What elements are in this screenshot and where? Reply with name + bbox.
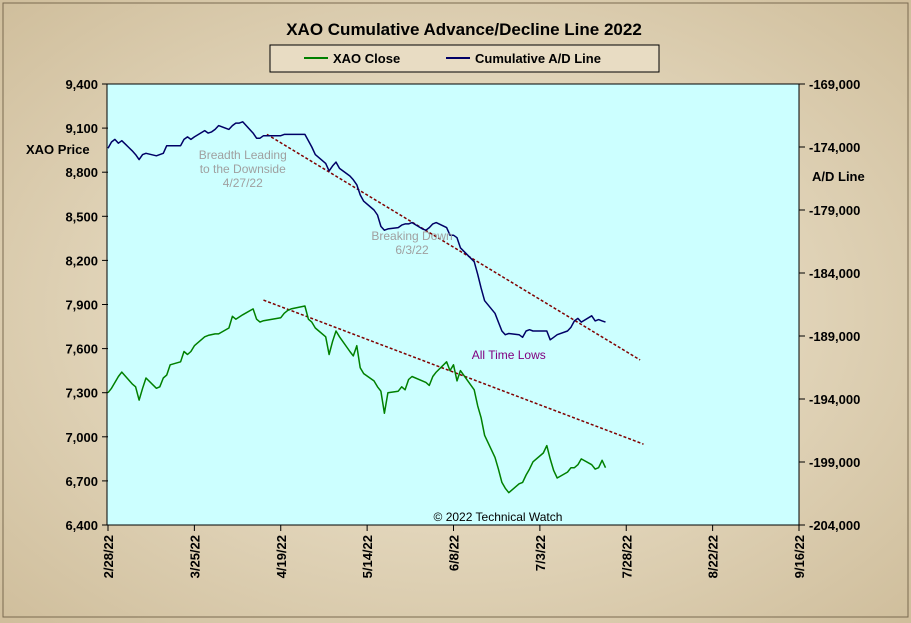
y-right-tick-label: -184,000 [809,266,860,281]
annotation-text: All Time Lows [472,348,546,362]
y-right-tick-label: -169,000 [809,77,860,92]
y-axis-left: 6,400 6,700 7,000 7,300 7,600 7,900 8,200 8,500… [65,77,108,533]
y-left-tick-label: 8,500 [65,209,98,224]
annotation-text: Breaking Down [371,229,452,243]
y-left-tick-label: 7,000 [65,430,98,445]
y-right-tick-label: -199,000 [809,455,860,470]
annotation-text: Breadth Leading [199,148,287,162]
y-axis-right-label: A/D Line [812,169,865,184]
y-left-tick-label: 7,900 [65,298,98,313]
y-right-tick-label: -194,000 [809,392,860,407]
y-left-tick-label: 9,400 [65,77,98,92]
plot-area [106,83,800,526]
x-tick-label: 5/14/22 [360,535,375,578]
x-tick-label: 2/28/22 [101,535,116,578]
x-tick-label: 8/22/22 [706,535,721,578]
y-right-tick-label: -204,000 [809,518,860,533]
series-line-xao-close [107,305,607,494]
x-tick-label: 7/28/22 [619,535,634,578]
y-right-tick-label: -179,000 [809,203,860,218]
x-tick-label: 9/16/22 [792,535,807,578]
series-group [107,121,607,494]
y-right-tick-label: -189,000 [809,329,860,344]
y-right-tick-label: -174,000 [809,140,860,155]
x-tick-label: 7/3/22 [533,535,548,571]
x-tick-label: 6/8/22 [447,535,462,571]
legend-label-xao: XAO Close [333,51,400,66]
y-axis-right: -204,000 -199,000 -194,000 -189,000 -184,000… [799,77,860,533]
y-left-tick-label: 7,300 [65,386,98,401]
trend-line [266,133,641,361]
y-axis-left-label: XAO Price [26,142,90,157]
y-left-tick-label: 8,200 [65,253,98,268]
chart-title: XAO Cumulative Advance/Decline Line 2022 [286,20,642,39]
y-left-tick-label: 7,600 [65,342,98,357]
x-tick-label: 3/25/22 [187,535,202,578]
annotation-text: 6/3/22 [395,243,429,257]
x-tick-label: 4/19/22 [274,535,289,578]
legend-label-ad: Cumulative A/D Line [475,51,601,66]
series-line-ad [107,121,606,341]
copyright-text: © 2022 Technical Watch [434,510,563,524]
annotation-text: 4/27/22 [223,176,263,190]
x-axis: 2/28/22 3/25/22 4/19/22 5/14/22 6/8/22 7/3/22… [101,525,807,578]
y-left-tick-label: 8,800 [65,165,98,180]
trend-lines [263,133,644,445]
y-left-tick-label: 9,100 [65,121,98,136]
y-left-tick-label: 6,400 [65,518,98,533]
annotation-text: to the Downside [200,162,286,176]
y-left-tick-label: 6,700 [65,474,98,489]
trend-line [263,299,644,445]
legend: XAO Close Cumulative A/D Line [269,44,660,73]
